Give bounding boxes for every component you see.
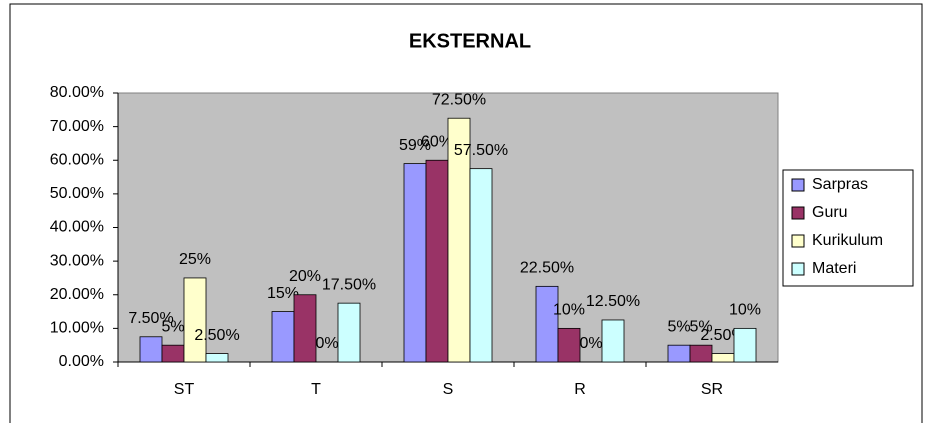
- data-label: 15%: [267, 285, 299, 302]
- bar: [733, 327, 757, 363]
- bar: [535, 285, 559, 363]
- bar: [183, 277, 207, 363]
- bar: [425, 159, 449, 363]
- data-label: 25%: [179, 251, 211, 268]
- data-label: 5%: [689, 318, 712, 335]
- y-tick-label: 70.00%: [50, 118, 104, 135]
- data-label: 10%: [553, 302, 585, 319]
- data-label: 20%: [289, 268, 321, 285]
- data-label: 57.50%: [454, 142, 508, 159]
- bar: [557, 327, 581, 363]
- bar: [139, 336, 163, 363]
- bar: [205, 353, 229, 363]
- bar: [161, 344, 185, 363]
- legend-swatch: [791, 262, 805, 276]
- x-tick-label: SR: [701, 381, 723, 398]
- bar: [689, 344, 713, 363]
- data-label: 5%: [667, 318, 690, 335]
- data-label: 5%: [161, 318, 184, 335]
- legend-swatch: [791, 234, 805, 248]
- bar: [711, 353, 735, 363]
- x-tick-label: ST: [174, 381, 195, 398]
- data-label: 17.50%: [322, 276, 376, 293]
- x-tick-label: R: [574, 381, 586, 398]
- chart-title: EKSTERNAL: [409, 30, 531, 52]
- y-tick-label: 10.00%: [50, 320, 104, 337]
- y-tick-label: 50.00%: [50, 185, 104, 202]
- bar: [293, 294, 317, 363]
- bar: [403, 163, 427, 363]
- data-label: 7.50%: [128, 310, 173, 327]
- data-label: 60%: [421, 133, 453, 150]
- y-tick-label: 40.00%: [50, 219, 104, 236]
- bar: [601, 319, 625, 363]
- data-label: 0%: [315, 335, 338, 352]
- y-tick-label: 60.00%: [50, 151, 104, 168]
- legend-swatch: [791, 178, 805, 192]
- y-tick-label: 30.00%: [50, 252, 104, 269]
- y-tick-label: 0.00%: [59, 353, 104, 370]
- bar: [271, 311, 295, 363]
- data-label: 0%: [579, 335, 602, 352]
- data-label: 12.50%: [586, 293, 640, 310]
- legend-swatch: [791, 206, 805, 220]
- legend: [782, 169, 914, 287]
- data-label: 2.50%: [194, 327, 239, 344]
- y-tick-label: 20.00%: [50, 286, 104, 303]
- legend-label: Kurikulum: [812, 232, 883, 249]
- x-tick-label: S: [443, 381, 454, 398]
- legend-label: Guru: [812, 204, 848, 221]
- data-label: 10%: [729, 302, 761, 319]
- y-tick-label: 80.00%: [50, 84, 104, 101]
- x-tick-label: T: [311, 381, 321, 398]
- bar: [337, 302, 361, 363]
- data-label: 72.50%: [432, 91, 486, 108]
- legend-label: Sarpras: [812, 176, 868, 193]
- data-label: 59%: [399, 137, 431, 154]
- legend-label: Materi: [812, 260, 856, 277]
- bar: [469, 168, 493, 363]
- data-label: 22.50%: [520, 260, 574, 277]
- bar: [667, 344, 691, 363]
